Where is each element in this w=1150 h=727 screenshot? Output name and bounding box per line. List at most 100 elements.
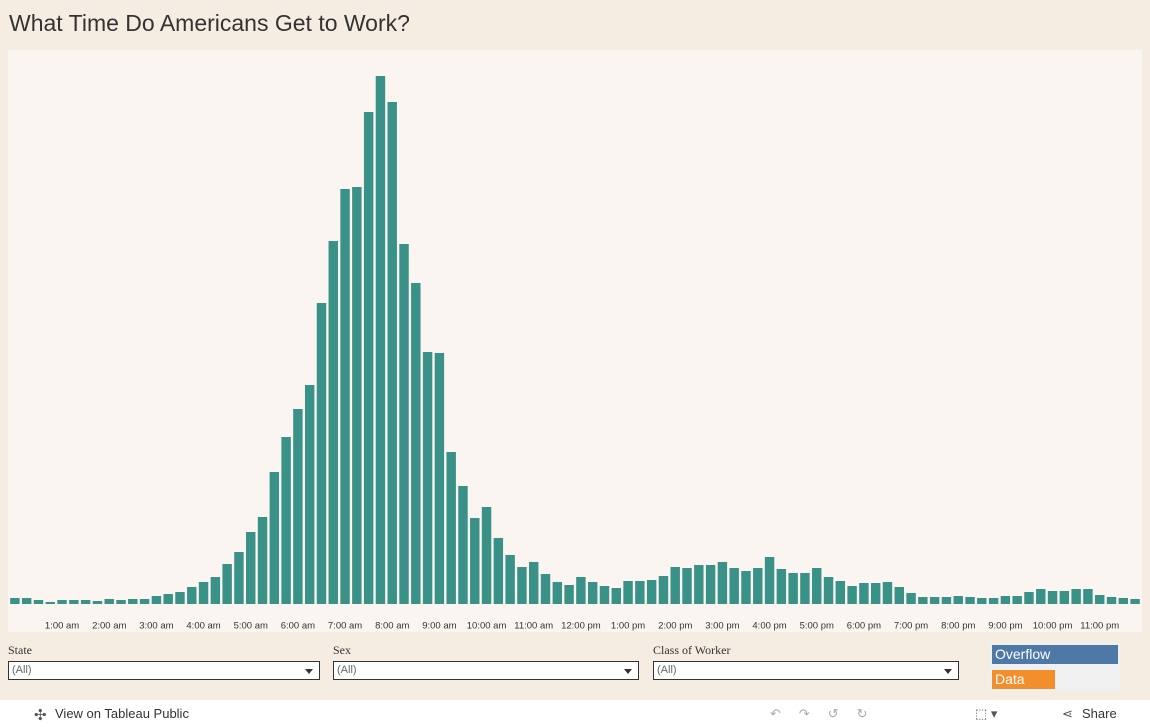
bar [705,565,716,604]
bar [870,583,881,604]
x-tick-label: 11:00 pm [1080,621,1119,632]
bar [823,577,834,604]
bar [635,581,645,604]
bar [977,598,987,604]
x-tick-label: 11:00 am [514,621,553,632]
x-tick-label: 7:00 pm [894,621,928,632]
bar [1036,589,1046,604]
bar [80,600,91,604]
bar [257,517,268,604]
share-button[interactable]: Share [1082,706,1117,721]
bar [694,565,704,604]
bar [835,581,846,604]
x-tick-label: 7:00 am [328,621,362,632]
bar [540,574,551,604]
bar [1000,596,1011,604]
x-tick-label: 1:00 am [45,621,79,632]
x-tick-label: 9:00 am [422,621,456,632]
x-tick-label: 3:00 pm [705,621,739,632]
bar [234,552,244,604]
bar [929,597,940,604]
bar [281,437,291,604]
bar [741,571,751,604]
bar [246,532,256,604]
chart: 1:00 am 2:00 am 3:00 am 4:00 am 5:00 am 6:00 … [8,50,1142,632]
bar [198,582,209,604]
bar [599,586,610,604]
bar [481,507,492,604]
filter: State (All) [8,643,320,680]
bar [104,599,114,604]
bar [859,583,869,604]
bar [788,573,798,604]
bar [446,452,456,604]
filter-dropdown[interactable]: (All) [653,661,959,680]
bar [163,594,173,604]
x-tick-label: 3:00 am [139,621,173,632]
bar [611,588,621,604]
bar [1024,592,1034,604]
bar [116,600,126,604]
bar [1095,595,1105,604]
bar [623,581,633,604]
bar [399,244,409,604]
tableau-icon: ✣ [34,707,47,724]
x-tick-label: 1:00 pm [611,621,645,632]
x-tick-label: 8:00 pm [941,621,975,632]
bar [151,596,162,604]
x-tick-label: 6:00 pm [847,621,881,632]
filter-dropdown[interactable]: (All) [8,661,320,680]
bar [552,582,563,604]
bar [470,518,480,604]
bar [941,597,952,604]
bar [304,385,315,604]
x-tick-label: 5:00 pm [800,621,834,632]
x-tick-label: 4:00 am [186,621,220,632]
bar [57,600,67,604]
footer: ✣ View on Tableau Public ↶↷↺↻ ⬚ ▾ ⋖ Shar… [0,700,1150,727]
filter: Class of Worker (All) [653,643,959,680]
x-tick-label: 10:00 pm [1033,621,1073,632]
bar [564,585,574,604]
bar [1083,589,1093,604]
download-icon[interactable]: ⬚ ▾ [975,706,998,721]
bar [800,573,810,604]
legend-item[interactable]: Overflow [992,645,1118,664]
bar [576,577,586,604]
toolbar-icons: ↶↷↺↻ [770,706,886,721]
x-tick-label: 12:00 pm [561,621,601,632]
bar [375,76,386,604]
bar [646,580,657,604]
bar [92,601,103,604]
bar [764,557,775,604]
bar [69,600,79,604]
bar [965,597,975,604]
x-tick-label: 4:00 pm [752,621,786,632]
bar [387,102,397,604]
bar [587,582,598,604]
bar [776,569,787,604]
legend-item[interactable]: Data [992,670,1055,689]
x-tick-label: 8:00 am [375,621,409,632]
bar [352,187,362,604]
view-link[interactable]: View on Tableau Public [55,706,189,721]
bar [175,592,185,604]
bar [10,598,20,604]
bar [316,303,327,604]
bar [363,112,374,604]
filter-label: Sex [333,643,351,657]
chart-title: What Time Do Americans Get to Work? [9,10,410,36]
bar [988,598,999,604]
bar [1130,599,1140,604]
bar [1059,591,1070,604]
bar [139,599,150,604]
bar [328,241,338,604]
bar [517,567,527,604]
bar [670,567,680,604]
bar [1071,589,1081,604]
filter-dropdown[interactable]: (All) [333,661,639,680]
x-tick-label: 2:00 pm [658,621,692,632]
bar [269,472,280,604]
bar [222,564,232,604]
